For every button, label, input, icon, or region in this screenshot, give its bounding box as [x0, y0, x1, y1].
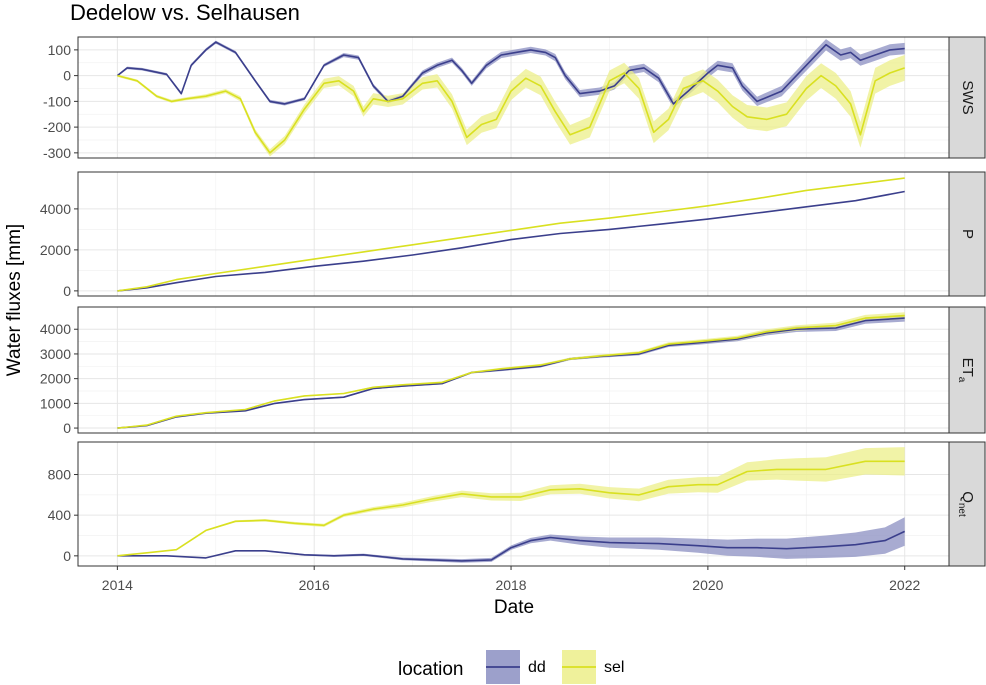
band-sel — [117, 447, 905, 556]
facet-strip — [948, 171, 986, 297]
chart-title: Dedelow vs. Selhausen — [70, 0, 300, 25]
x-tick-label: 2018 — [495, 577, 526, 593]
y-tick-label: 2000 — [40, 371, 71, 387]
legend-entry-sel: sel — [562, 650, 624, 684]
y-axis-title: Water fluxes [mm] — [4, 224, 25, 376]
band-sel — [117, 55, 905, 157]
facet-strip — [948, 306, 986, 434]
facet-panels: 1000-100-200-300SWS400020000P40003000200… — [40, 36, 986, 567]
y-tick-label: -200 — [43, 119, 71, 135]
facet-p: 4000 2000 0 P — [40, 171, 986, 299]
facet-strip-label: P — [959, 229, 976, 239]
legend: location dd sel — [398, 650, 624, 684]
facet-strip-label: Qnet — [956, 491, 976, 517]
y-tick-label: -300 — [43, 145, 71, 161]
legend-label: sel — [604, 659, 624, 676]
y-tick-label: 0 — [63, 283, 71, 299]
band-dd — [117, 314, 905, 429]
x-axis: 2014 2016 2018 2020 2022 — [102, 566, 920, 593]
x-axis-title: Date — [494, 597, 534, 618]
series-line-dd — [117, 530, 906, 562]
series-line-dd — [117, 317, 905, 429]
facet-strip — [948, 36, 986, 159]
y-tick-label: 800 — [48, 467, 72, 483]
x-tick-label: 2014 — [102, 577, 133, 593]
series-line-dd — [117, 190, 905, 292]
y-tick-label: 0 — [63, 548, 71, 564]
y-tick-label: 3000 — [40, 346, 71, 362]
series-line-sel — [117, 67, 905, 154]
y-tick-label: 100 — [48, 42, 72, 58]
y-tick-label: 400 — [48, 507, 72, 523]
y-tick-label: 4000 — [40, 321, 71, 337]
y-tick-label: -100 — [43, 93, 71, 109]
y-tick-label: 1000 — [40, 395, 71, 411]
x-tick-label: 2020 — [692, 577, 723, 593]
legend-label: dd — [528, 659, 546, 676]
x-tick-label: 2022 — [889, 577, 920, 593]
facet-strip-label: ETa — [956, 358, 976, 383]
y-tick-label: 4000 — [40, 201, 71, 217]
series-line-sel — [117, 314, 905, 429]
legend-entry-dd: dd — [486, 650, 546, 684]
facet-eta: 4000 3000 2000 1000 0 ETa — [40, 306, 986, 436]
facet-strip — [948, 441, 986, 567]
series-line-sel — [117, 460, 905, 557]
y-tick-label: 0 — [63, 68, 71, 84]
series-line-sel — [117, 177, 905, 292]
facet-sws: 100 0 -100 -200 -300 SWS — [43, 36, 986, 161]
series-line-dd — [116, 41, 905, 105]
facet-qnet: 800 400 0 Qnet — [48, 441, 986, 567]
facet-strip-label: SWS — [959, 80, 976, 114]
legend-title: location — [398, 659, 464, 680]
band-dd — [117, 517, 905, 563]
y-tick-label: 2000 — [40, 242, 71, 258]
x-tick-label: 2016 — [299, 577, 330, 593]
y-tick-label: 0 — [63, 420, 71, 436]
